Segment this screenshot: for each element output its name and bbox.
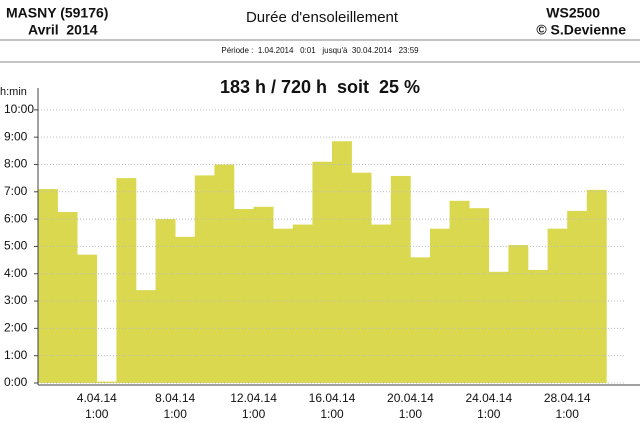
x-tick-line: 1:00 bbox=[85, 407, 109, 421]
bar bbox=[351, 172, 372, 383]
x-tick-line: 1:00 bbox=[556, 407, 580, 421]
y-tick-label: 4:00 bbox=[4, 266, 28, 280]
bar bbox=[332, 141, 352, 383]
bar bbox=[586, 189, 607, 383]
bar bbox=[292, 224, 313, 383]
y-tick-label: 0:00 bbox=[4, 375, 28, 389]
bar bbox=[96, 381, 117, 383]
bar bbox=[430, 228, 450, 383]
y-tick-label: 1:00 bbox=[4, 348, 28, 362]
x-tick-label: 12.04.14 1:00 bbox=[230, 391, 277, 421]
bar bbox=[371, 224, 392, 383]
x-tick-line: 20.04.14 bbox=[387, 391, 434, 405]
bar bbox=[194, 175, 215, 383]
x-tick-line: 16.04.14 bbox=[309, 391, 356, 405]
y-tick-label: 5:00 bbox=[4, 239, 28, 253]
bar bbox=[469, 208, 490, 383]
x-tick-label: 28.04.14 1:00 bbox=[544, 391, 591, 421]
station: MASNY (59176) bbox=[6, 5, 108, 21]
annotation: 183 h / 720 h soit 25 % bbox=[220, 77, 420, 97]
bar bbox=[508, 245, 529, 383]
x-tick-line: 4.04.14 bbox=[77, 391, 117, 405]
period: Période : 1.04.2014 0:01 jusqu'à 30.04.2… bbox=[221, 46, 419, 55]
y-tick-label: 8:00 bbox=[4, 157, 28, 171]
bar bbox=[155, 219, 176, 383]
bar bbox=[312, 161, 333, 383]
bar bbox=[38, 189, 58, 383]
bar bbox=[136, 290, 156, 383]
bar bbox=[567, 210, 588, 383]
y-tick-label: 2:00 bbox=[4, 321, 28, 335]
bar bbox=[57, 212, 78, 383]
x-tick-line: 1:00 bbox=[164, 407, 188, 421]
x-tick-line: 1:00 bbox=[320, 407, 344, 421]
x-tick-label: 4.04.14 1:00 bbox=[77, 391, 117, 421]
x-tick-label: 24.04.14 1:00 bbox=[465, 391, 512, 421]
y-tick-label: 10:00 bbox=[4, 102, 34, 116]
x-tick-line: 28.04.14 bbox=[544, 391, 591, 405]
bar bbox=[175, 236, 196, 383]
author: © S.Devienne bbox=[536, 22, 626, 38]
x-tick-label: 16.04.14 1:00 bbox=[309, 391, 356, 421]
y-axis-label: h:min bbox=[0, 86, 27, 98]
y-tick-label: 7:00 bbox=[4, 184, 28, 198]
bar bbox=[547, 228, 568, 383]
bar bbox=[273, 228, 294, 383]
bar bbox=[116, 178, 137, 383]
x-tick-line: 1:00 bbox=[399, 407, 423, 421]
chart-title: Durée d'ensoleillement bbox=[246, 9, 399, 26]
x-tick-line: 1:00 bbox=[242, 407, 266, 421]
x-tick-line: 1:00 bbox=[477, 407, 501, 421]
x-tick-line: 24.04.14 bbox=[465, 391, 512, 405]
x-tick-line: 12.04.14 bbox=[230, 391, 277, 405]
device: WS2500 bbox=[546, 5, 600, 21]
y-tick-label: 6:00 bbox=[4, 211, 28, 225]
period-name: Avril 2014 bbox=[28, 22, 98, 38]
x-tick-label: 20.04.14 1:00 bbox=[387, 391, 434, 421]
x-tick-label: 8.04.14 1:00 bbox=[155, 391, 195, 421]
bar bbox=[390, 175, 411, 383]
bar bbox=[488, 271, 509, 383]
bar bbox=[410, 257, 431, 383]
x-tick-line: 8.04.14 bbox=[155, 391, 195, 405]
y-tick-label: 9:00 bbox=[4, 129, 28, 143]
bar bbox=[528, 269, 548, 383]
bar bbox=[77, 254, 98, 383]
bar bbox=[234, 209, 254, 383]
y-tick-label: 3:00 bbox=[4, 293, 28, 307]
bar bbox=[253, 206, 274, 383]
